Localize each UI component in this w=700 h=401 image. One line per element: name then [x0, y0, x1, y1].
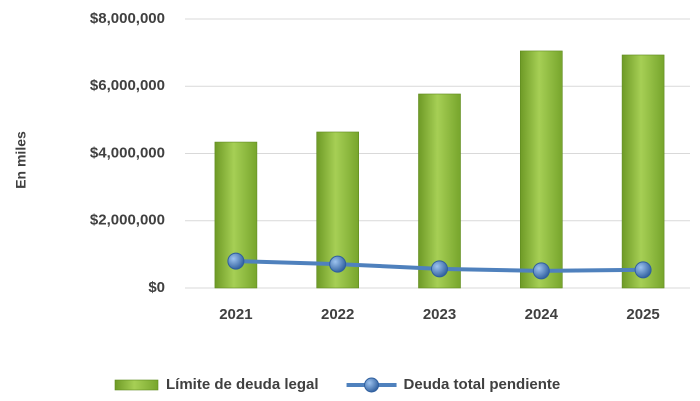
legend-swatch — [114, 379, 159, 391]
legend-label: Deuda total pendiente — [404, 376, 561, 393]
line-marker — [532, 262, 550, 280]
y-tick-label: $6,000,000 — [90, 77, 165, 94]
y-tick-label: $4,000,000 — [90, 144, 165, 161]
line-marker — [634, 261, 652, 279]
legend-label: Límite de deuda legal — [166, 376, 319, 393]
x-tick-label: 2023 — [423, 306, 456, 323]
bar — [519, 50, 563, 289]
line-marker — [431, 260, 448, 278]
bar — [418, 93, 461, 289]
y-tick-label: $8,000,000 — [90, 10, 165, 27]
x-tick-label: 2022 — [321, 306, 354, 323]
y-tick-label: $0 — [148, 279, 165, 296]
x-tick-label: 2021 — [219, 306, 252, 323]
bar — [621, 54, 665, 289]
line-marker — [329, 255, 347, 273]
line-marker — [227, 252, 245, 270]
legend-swatch — [364, 377, 380, 393]
x-tick-label: 2024 — [525, 306, 559, 323]
y-tick-label: $2,000,000 — [90, 212, 165, 229]
x-tick-label: 2025 — [626, 306, 659, 323]
y-axis-label: En miles — [13, 131, 29, 189]
